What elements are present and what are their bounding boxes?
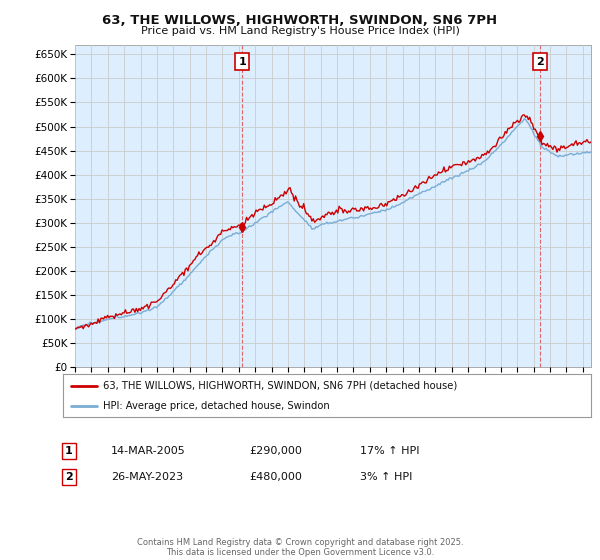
Text: 26-MAY-2023: 26-MAY-2023: [111, 472, 183, 482]
Text: HPI: Average price, detached house, Swindon: HPI: Average price, detached house, Swin…: [103, 402, 329, 411]
Text: Contains HM Land Registry data © Crown copyright and database right 2025.
This d: Contains HM Land Registry data © Crown c…: [137, 538, 463, 557]
Text: 3% ↑ HPI: 3% ↑ HPI: [360, 472, 412, 482]
Text: 17% ↑ HPI: 17% ↑ HPI: [360, 446, 419, 456]
Text: 2: 2: [65, 472, 73, 482]
Text: 63, THE WILLOWS, HIGHWORTH, SWINDON, SN6 7PH (detached house): 63, THE WILLOWS, HIGHWORTH, SWINDON, SN6…: [103, 381, 457, 391]
Text: £290,000: £290,000: [249, 446, 302, 456]
Text: Price paid vs. HM Land Registry's House Price Index (HPI): Price paid vs. HM Land Registry's House …: [140, 26, 460, 36]
Text: 2: 2: [536, 57, 544, 67]
Text: 1: 1: [65, 446, 73, 456]
Text: 14-MAR-2005: 14-MAR-2005: [111, 446, 186, 456]
Text: 1: 1: [238, 57, 246, 67]
Text: £480,000: £480,000: [249, 472, 302, 482]
Text: 63, THE WILLOWS, HIGHWORTH, SWINDON, SN6 7PH: 63, THE WILLOWS, HIGHWORTH, SWINDON, SN6…: [103, 14, 497, 27]
